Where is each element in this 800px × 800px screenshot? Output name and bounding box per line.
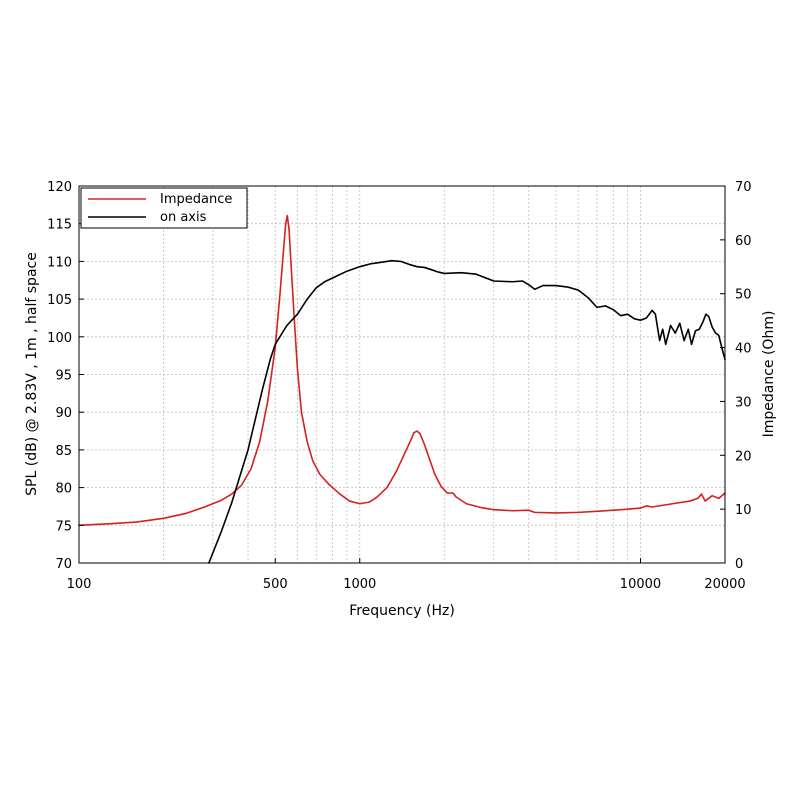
x-tick-label: 100 (67, 577, 92, 592)
series-layer (78, 214, 726, 564)
y-tick-label: 110 (47, 255, 72, 270)
y2-tick-label: 40 (735, 342, 752, 357)
y-tick-label: 90 (55, 406, 72, 421)
y2-tick-label: 30 (735, 395, 752, 410)
series-line-on-axis (208, 259, 726, 564)
y-tick-label: 80 (55, 482, 72, 497)
y-tick-label: 105 (47, 293, 72, 308)
y2-axis-label: Impedance (Ohm) (761, 311, 777, 438)
y-axis-label: SPL (dB) @ 2.83V , 1m , half space (24, 252, 40, 496)
x-tick-label: 500 (263, 577, 288, 592)
y-tick-label: 95 (55, 369, 72, 384)
y2-tick-label: 60 (735, 234, 752, 249)
y-tick-label: 100 (47, 331, 72, 346)
legend-box (80, 187, 248, 229)
series-line-impedance (78, 214, 726, 527)
x-tick-label: 10000 (620, 577, 661, 592)
y2-tick-label: 0 (735, 557, 743, 572)
legend-label-on-axis: on axis (160, 210, 207, 225)
legend: Impedance on axis (80, 187, 248, 229)
grid-lines (79, 186, 725, 563)
y-tick-label: 75 (55, 519, 72, 534)
y-tick-label: 85 (55, 444, 72, 459)
y-tick-label: 120 (47, 180, 72, 195)
y2-tick-label: 20 (735, 449, 752, 464)
x-tick-label: 1000 (343, 577, 376, 592)
x-axis-label: Frequency (Hz) (349, 603, 455, 619)
y-tick-label: 115 (47, 218, 72, 233)
x-tick-label: 20000 (704, 577, 745, 592)
tick-layer: 70 75 80 85 90 95 100 105 110 115 120 0 10 20 30 40 50 60… (47, 180, 751, 592)
y2-tick-label: 10 (735, 503, 752, 518)
y2-tick-label: 70 (735, 180, 752, 195)
y-tick-label: 70 (55, 557, 72, 572)
legend-label-impedance: Impedance (160, 192, 232, 207)
y2-tick-label: 50 (735, 288, 752, 303)
